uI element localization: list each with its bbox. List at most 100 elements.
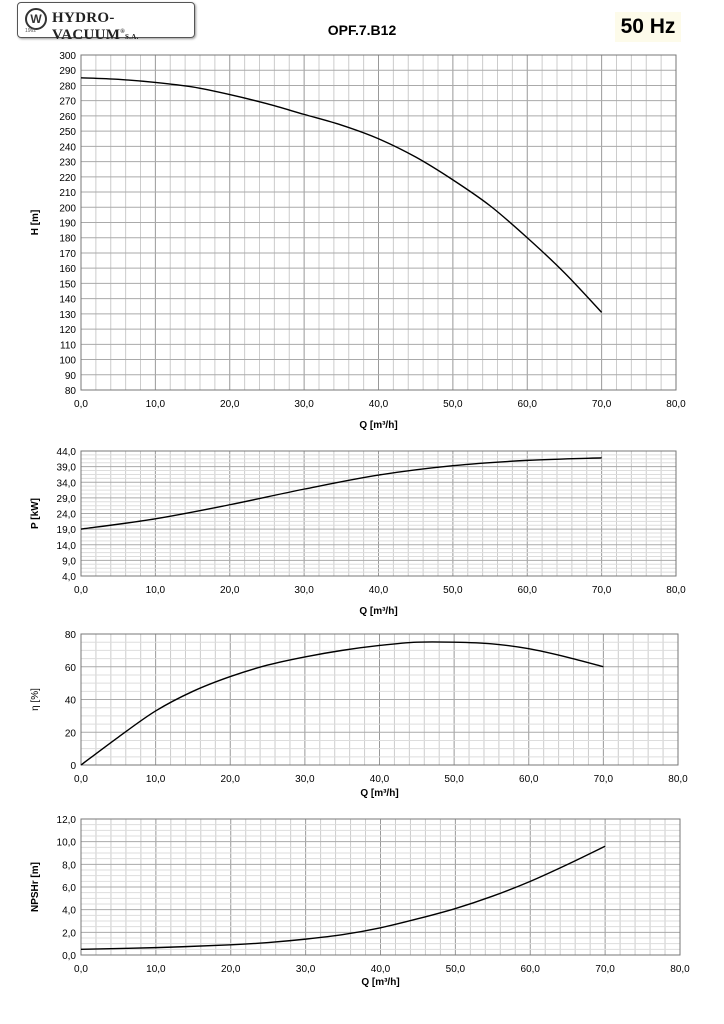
x-tick-label: 20,0 bbox=[221, 964, 241, 975]
power-curve bbox=[80, 457, 602, 530]
x-tick-label: 40,0 bbox=[369, 585, 389, 596]
x-tick-label: 60,0 bbox=[518, 585, 538, 596]
x-tick-label: 70,0 bbox=[592, 585, 612, 596]
y-tick-label: 280 bbox=[59, 81, 76, 92]
y-tick-label: 39,0 bbox=[57, 463, 77, 474]
y-tick-label: 0 bbox=[70, 761, 76, 772]
x-tick-label: 50,0 bbox=[446, 964, 466, 975]
x-tick-label: 60,0 bbox=[518, 399, 538, 410]
y-tick-label: 29,0 bbox=[57, 494, 77, 505]
y-tick-label: 200 bbox=[59, 203, 76, 214]
y-tick-label: 300 bbox=[59, 51, 76, 62]
plot-frame bbox=[80, 54, 677, 391]
efficiency-curve bbox=[80, 641, 604, 766]
y-tick-label: 160 bbox=[59, 264, 76, 275]
y-tick-label: 8,0 bbox=[62, 860, 76, 871]
y-tick-label: 260 bbox=[59, 112, 76, 123]
logo-text: HYDRO-VACUUM®S.A. bbox=[52, 10, 139, 43]
y-tick-label: 240 bbox=[59, 142, 76, 153]
x-tick-label: 30,0 bbox=[294, 585, 314, 596]
x-tick-label: 80,0 bbox=[670, 964, 690, 975]
y-tick-label: 80 bbox=[65, 630, 77, 641]
logo-icon: W bbox=[25, 8, 47, 30]
x-tick-label: 40,0 bbox=[371, 964, 391, 975]
x-tick-label: 70,0 bbox=[592, 399, 612, 410]
x-tick-label: 60,0 bbox=[521, 964, 541, 975]
x-tick-label: 0,0 bbox=[74, 774, 88, 785]
frequency-label: 50 Hz bbox=[615, 12, 681, 42]
x-tick-label: 20,0 bbox=[220, 399, 240, 410]
y-tick-label: 19,0 bbox=[57, 525, 77, 536]
x-tick-label: 80,0 bbox=[668, 774, 688, 785]
y-tick-label: 220 bbox=[59, 173, 76, 184]
y-tick-label: 9,0 bbox=[62, 556, 76, 567]
y-tick-label: 2,0 bbox=[62, 928, 76, 939]
x-axis-label: Q [m³/h] bbox=[359, 420, 397, 431]
plot-frame bbox=[80, 633, 679, 766]
model-title: OPF.7.B12 bbox=[327, 22, 397, 38]
x-tick-label: 10,0 bbox=[146, 399, 166, 410]
head-curve bbox=[80, 77, 603, 313]
y-tick-label: 40 bbox=[65, 696, 77, 707]
logo-year: 1962 bbox=[25, 28, 37, 34]
y-tick-label: 130 bbox=[59, 310, 76, 321]
y-tick-label: 140 bbox=[59, 295, 76, 306]
y-tick-label: 270 bbox=[59, 97, 76, 108]
company-logo: W HYDRO-VACUUM®S.A. 1962 bbox=[17, 2, 195, 43]
y-tick-label: 20 bbox=[65, 728, 77, 739]
y-axis-label: NPSHr [m] bbox=[30, 862, 41, 912]
y-tick-label: 10,0 bbox=[57, 838, 77, 849]
x-tick-label: 20,0 bbox=[221, 774, 241, 785]
y-tick-label: 90 bbox=[65, 371, 77, 382]
x-tick-label: 40,0 bbox=[370, 774, 390, 785]
x-axis-label: Q [m³/h] bbox=[361, 977, 399, 988]
x-tick-label: 70,0 bbox=[594, 774, 614, 785]
x-tick-label: 10,0 bbox=[146, 964, 166, 975]
y-tick-label: 100 bbox=[59, 356, 76, 367]
y-axis-label: H [m] bbox=[30, 210, 41, 236]
y-tick-label: 150 bbox=[59, 279, 76, 290]
x-tick-label: 50,0 bbox=[443, 399, 463, 410]
x-tick-label: 0,0 bbox=[74, 964, 88, 975]
x-tick-label: 40,0 bbox=[369, 399, 389, 410]
x-tick-label: 20,0 bbox=[220, 585, 240, 596]
y-tick-label: 60 bbox=[65, 663, 77, 674]
x-axis-label: Q [m³/h] bbox=[359, 606, 397, 617]
y-tick-label: 180 bbox=[59, 234, 76, 245]
x-tick-label: 50,0 bbox=[444, 774, 464, 785]
y-tick-label: 120 bbox=[59, 325, 76, 336]
x-tick-label: 30,0 bbox=[295, 774, 315, 785]
plot-frame bbox=[80, 818, 681, 956]
y-tick-label: 80 bbox=[65, 386, 77, 397]
y-tick-label: 210 bbox=[59, 188, 76, 199]
npsh-curve bbox=[80, 845, 606, 951]
y-tick-label: 14,0 bbox=[57, 541, 77, 552]
y-tick-label: 34,0 bbox=[57, 478, 77, 489]
x-tick-label: 80,0 bbox=[666, 399, 686, 410]
x-tick-label: 10,0 bbox=[146, 585, 166, 596]
x-tick-label: 30,0 bbox=[296, 964, 316, 975]
y-tick-label: 24,0 bbox=[57, 510, 77, 521]
y-tick-label: 4,0 bbox=[62, 906, 76, 917]
x-tick-label: 10,0 bbox=[146, 774, 166, 785]
plot-frame bbox=[80, 450, 677, 577]
x-tick-label: 70,0 bbox=[595, 964, 615, 975]
y-tick-label: 250 bbox=[59, 127, 76, 138]
y-axis-label: η [%] bbox=[30, 688, 41, 711]
y-tick-label: 110 bbox=[60, 340, 76, 351]
y-tick-label: 0,0 bbox=[62, 951, 76, 962]
y-tick-label: 12,0 bbox=[57, 815, 77, 826]
x-tick-label: 0,0 bbox=[74, 585, 88, 596]
y-tick-label: 44,0 bbox=[57, 447, 77, 458]
x-axis-label: Q [m³/h] bbox=[360, 788, 398, 799]
y-tick-label: 190 bbox=[59, 219, 76, 230]
y-axis-label: P [kW] bbox=[30, 498, 41, 529]
y-tick-label: 230 bbox=[59, 158, 76, 169]
y-tick-label: 6,0 bbox=[62, 883, 76, 894]
x-tick-label: 30,0 bbox=[294, 399, 314, 410]
y-tick-label: 170 bbox=[59, 249, 76, 260]
x-tick-label: 80,0 bbox=[666, 585, 686, 596]
x-tick-label: 0,0 bbox=[74, 399, 88, 410]
x-tick-label: 50,0 bbox=[443, 585, 463, 596]
